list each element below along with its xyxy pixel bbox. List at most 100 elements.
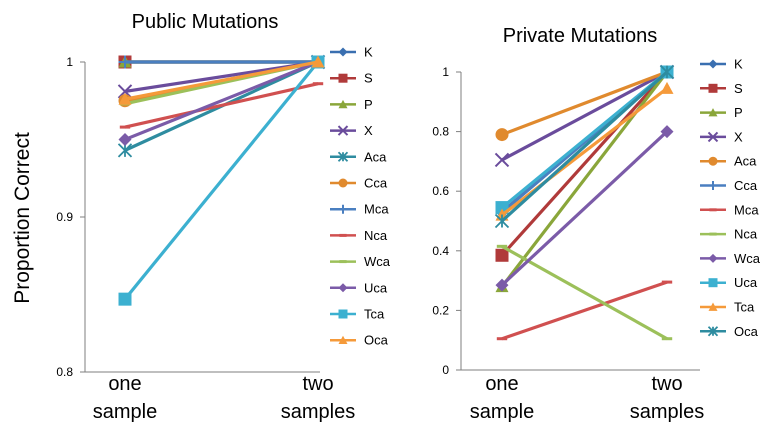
point-mca-1 [661,280,673,284]
legend-item-nca: Nca [330,228,388,243]
y-tick-label-0-9: 0.9 [56,210,73,224]
point-nca-0 [119,125,131,129]
legend-label-nca: Nca [734,227,758,242]
point-x-0 [117,84,133,99]
legend-item-cca: Cca [330,176,388,191]
legend-label-p: P [364,97,373,112]
legend-item-aca: Aca [330,149,387,164]
y-tick-label-0-8: 0.8 [432,125,449,139]
x-tick-label-samples: samples [630,401,704,423]
point-aca-0 [117,143,133,158]
legend-item-oca: Oca [700,324,759,339]
legend-item-p: P [700,105,743,120]
legend-item-x: X [700,129,743,144]
legend-item-uca: Uca [700,275,758,290]
legend-marker-oca [707,326,719,337]
legend-marker-uca [338,283,348,293]
legend-item-oca: Oca [330,333,389,348]
series-mca [496,280,673,341]
legend-label-mca: Mca [734,202,759,217]
series-line-nca [501,244,668,341]
point-x-0 [494,152,510,168]
point-nca-1 [312,82,324,86]
legend-label-k: K [734,57,743,72]
legend-item-k: K [700,57,743,72]
point-oca-0 [494,213,510,229]
legend-marker-p [708,108,718,117]
series-nca [496,244,673,341]
chart-public-mutations: Public Mutations 0.8 0.9 1 one sample two sampl… [56,11,390,423]
point-s-0 [495,248,509,262]
legend-label-tca: Tca [734,300,755,315]
series-line-oca [124,60,319,101]
series-nca [119,82,324,129]
legend-label-uca: Uca [734,275,758,290]
chart-title: Public Mutations [132,11,279,33]
legend-label-p: P [734,105,743,120]
legend-label-oca: Oca [734,324,759,339]
legend-marker-nca [339,233,347,237]
series-line-x [501,70,668,162]
legend-label-wca: Wca [734,251,761,266]
legend-item-x: X [330,123,373,138]
legend-marker-s [338,73,348,83]
x-tick-label-samples: samples [281,401,355,423]
legend-label-nca: Nca [364,228,388,243]
legend-marker-aca [708,156,718,166]
x-tick-label-one: one [108,373,141,395]
legend-marker-s [708,83,718,93]
point-uca-0 [118,133,132,146]
point-wca-0 [495,278,509,292]
legend-label-k: K [364,45,373,60]
chart-private-mutations: Private Mutations 0 0.2 0.4 0.6 0.8 1 one sample… [432,25,760,423]
point-wca-1 [660,125,674,139]
x-tick-label-one: one [485,373,518,395]
legend-item-mca: Mca [700,202,759,217]
legend-label-tca: Tca [364,307,385,322]
legend-label-aca: Aca [364,149,387,164]
series-line-uca [124,60,319,141]
legend-item-wca: Wca [700,251,761,266]
legend-label-cca: Cca [364,176,388,191]
x-tick-label-sample: sample [93,401,157,423]
point-oca-1 [659,64,675,80]
legend-marker-wca [708,253,718,263]
y-axis-label: Proportion Correct [11,132,34,304]
legend-marker-mca [338,204,348,214]
series-line-uca [500,70,669,209]
chart-title: Private Mutations [503,25,658,47]
y-tick-label-0: 0 [442,363,449,377]
legend-marker-x [707,131,719,143]
point-nca-0 [496,244,508,248]
y-tick-label-0-4: 0.4 [432,244,449,258]
y-tick-label-0-6: 0.6 [432,184,449,198]
legend-marker-uca [708,278,718,288]
legend-marker-k [708,59,718,69]
legend-item-cca: Cca [700,178,758,193]
legend-marker-cca [338,178,348,188]
legend-item-wca: Wca [330,254,391,269]
legend-label-aca: Aca [734,154,757,169]
series-line-tca [123,60,320,301]
point-tca-1 [660,81,674,94]
legend-label-mca: Mca [364,202,389,217]
legend-item-k: K [330,45,373,60]
y-tick-label-1: 1 [66,55,73,69]
series-line-wca [500,130,669,287]
y-tick-label-1: 1 [442,65,449,79]
legend-marker-x [337,125,349,136]
legend-item-s: S [330,71,373,86]
series-oca [118,55,325,105]
legend-marker-wca [339,260,347,264]
legend-marker-cca [708,181,718,190]
legend-marker-tca [708,302,718,311]
point-nca-1 [661,337,673,341]
legend-marker-k [338,47,348,57]
series-line-tca [501,87,668,217]
series-wca [495,125,674,292]
legend-item-p: P [330,97,373,112]
series-s [495,65,674,262]
x-tick-label-two: two [651,373,682,395]
legend-label-x: X [734,129,743,144]
